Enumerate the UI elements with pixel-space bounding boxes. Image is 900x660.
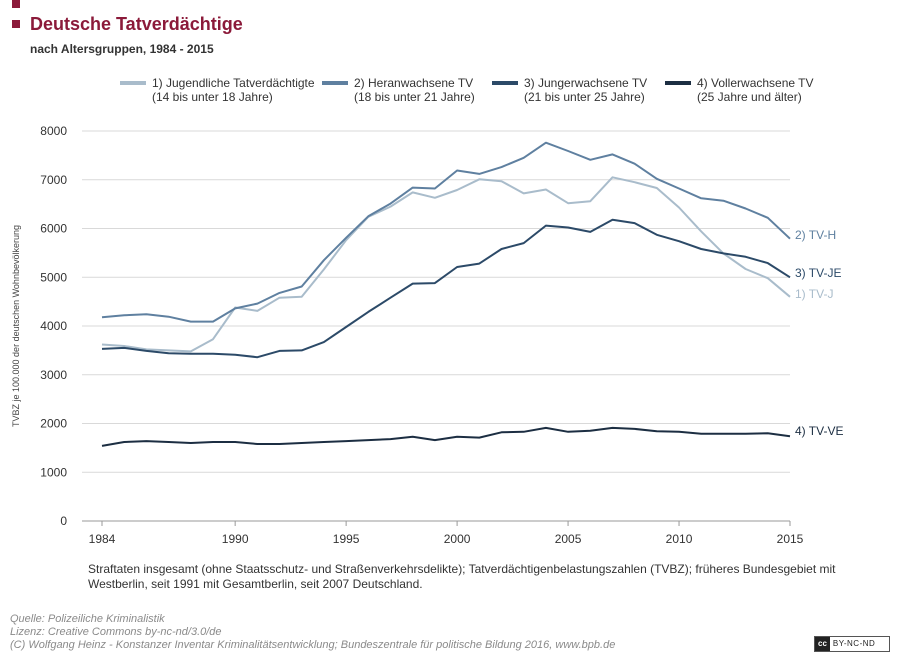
legend: 1) Jugendliche Tatverdächtigte (14 bis u… [120, 76, 840, 110]
legend-swatch-tv-j [120, 81, 146, 85]
legend-label: 4) Vollerwachsene TV [697, 76, 814, 90]
grid [82, 130, 790, 473]
series-end-label-3: 3) TV-JE [795, 266, 841, 280]
legend-swatch-tv-ve [665, 81, 691, 85]
series-end-label-4: 4) TV-VE [795, 424, 843, 438]
y-tick-label: 4000 [40, 319, 67, 333]
series-lines [101, 141, 791, 447]
x-tick-label: 2015 [777, 532, 804, 546]
source-text: Quelle: Polizeiliche Kriminalistik [10, 613, 165, 625]
series-line-1 [101, 176, 791, 353]
legend-label: 3) Jungerwachsene TV [524, 76, 648, 90]
series-line-4 [101, 426, 791, 447]
cc-icon: cc [815, 637, 830, 651]
legend-swatch-tv-je [492, 81, 518, 85]
cc-license-label: BY-NC-ND [832, 639, 876, 648]
x-tick-label: 2005 [555, 532, 582, 546]
end-labels: 1) TV-J 2) TV-H 3) TV-JE 4) TV-VE [795, 228, 843, 438]
cc-license-badge[interactable]: cc BY-NC-ND [814, 636, 890, 652]
line-chart: 0 1000 2000 3000 4000 5000 6000 7000 8000 1984 199… [11, 124, 843, 546]
series-line-3 [101, 218, 791, 359]
y-tick-label: 1000 [40, 465, 67, 479]
accent-bar [12, 0, 20, 8]
y-tick-label: 7000 [40, 173, 67, 187]
y-tick-label: 2000 [40, 417, 67, 431]
legend-sublabel: (25 Jahre und älter) [697, 90, 802, 104]
legend-sublabel: (14 bis unter 18 Jahre) [152, 90, 273, 104]
copyright-text: (C) Wolfgang Heinz - Konstanzer Inventar… [10, 639, 616, 651]
source-block: Quelle: Polizeiliche Kriminalistik Lizen… [10, 613, 615, 652]
chart-title: Deutsche Tatverdächtige [30, 14, 243, 34]
legend-label: 2) Heranwachsene TV [354, 76, 474, 90]
y-tick-label: 0 [60, 514, 67, 528]
legend-sublabel: (18 bis unter 21 Jahre) [354, 90, 475, 104]
axes: 0 1000 2000 3000 4000 5000 6000 7000 8000 1984 199… [40, 124, 803, 546]
legend-label: 1) Jugendliche Tatverdächtigte [152, 76, 315, 90]
x-tick-label: 1995 [333, 532, 360, 546]
x-tick-label: 1990 [222, 532, 249, 546]
x-tick-label: 2010 [666, 532, 693, 546]
y-axis-label: TVBZ je 100.000 der deutschen Wohnbevölk… [11, 225, 21, 427]
footnote: Straftaten insgesamt (ohne Staatsschutz-… [88, 562, 836, 591]
series-end-label-1: 1) TV-J [795, 287, 833, 301]
y-tick-label: 6000 [40, 222, 67, 236]
title-marker [12, 20, 20, 28]
y-tick-label: 8000 [40, 124, 67, 138]
legend-swatch-tv-h [322, 81, 348, 85]
y-tick-label: 5000 [40, 270, 67, 284]
y-tick-label: 3000 [40, 368, 67, 382]
license-text: Lizenz: Creative Commons by-nc-nd/3.0/de [10, 626, 222, 638]
series-end-label-2: 2) TV-H [795, 228, 836, 242]
x-tick-label: 1984 [89, 532, 116, 546]
x-tick-label: 2000 [444, 532, 471, 546]
legend-sublabel: (21 bis unter 25 Jahre) [524, 90, 645, 104]
series-line-2 [101, 141, 791, 323]
chart-subtitle: nach Altersgruppen, 1984 - 2015 [30, 42, 214, 56]
